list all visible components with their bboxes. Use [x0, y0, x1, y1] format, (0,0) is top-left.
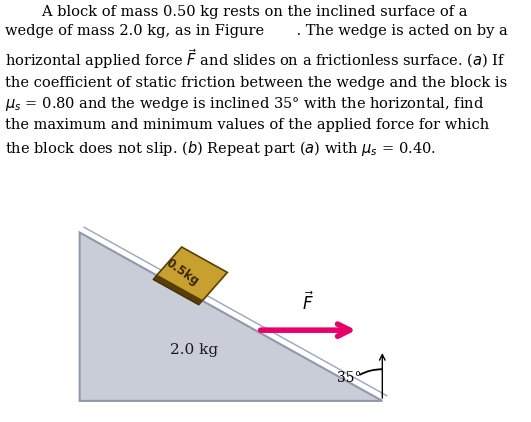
Text: $\vec{F}$: $\vec{F}$: [303, 292, 314, 314]
Text: 35°: 35°: [337, 371, 362, 385]
Polygon shape: [80, 233, 382, 401]
Polygon shape: [157, 247, 227, 301]
Text: 2.0 kg: 2.0 kg: [169, 344, 218, 357]
Polygon shape: [153, 275, 202, 305]
Text: A block of mass 0.50 kg rests on the inclined surface of a
wedge of mass 2.0 kg,: A block of mass 0.50 kg rests on the inc…: [5, 5, 508, 158]
Text: 0.5kg: 0.5kg: [163, 257, 201, 289]
